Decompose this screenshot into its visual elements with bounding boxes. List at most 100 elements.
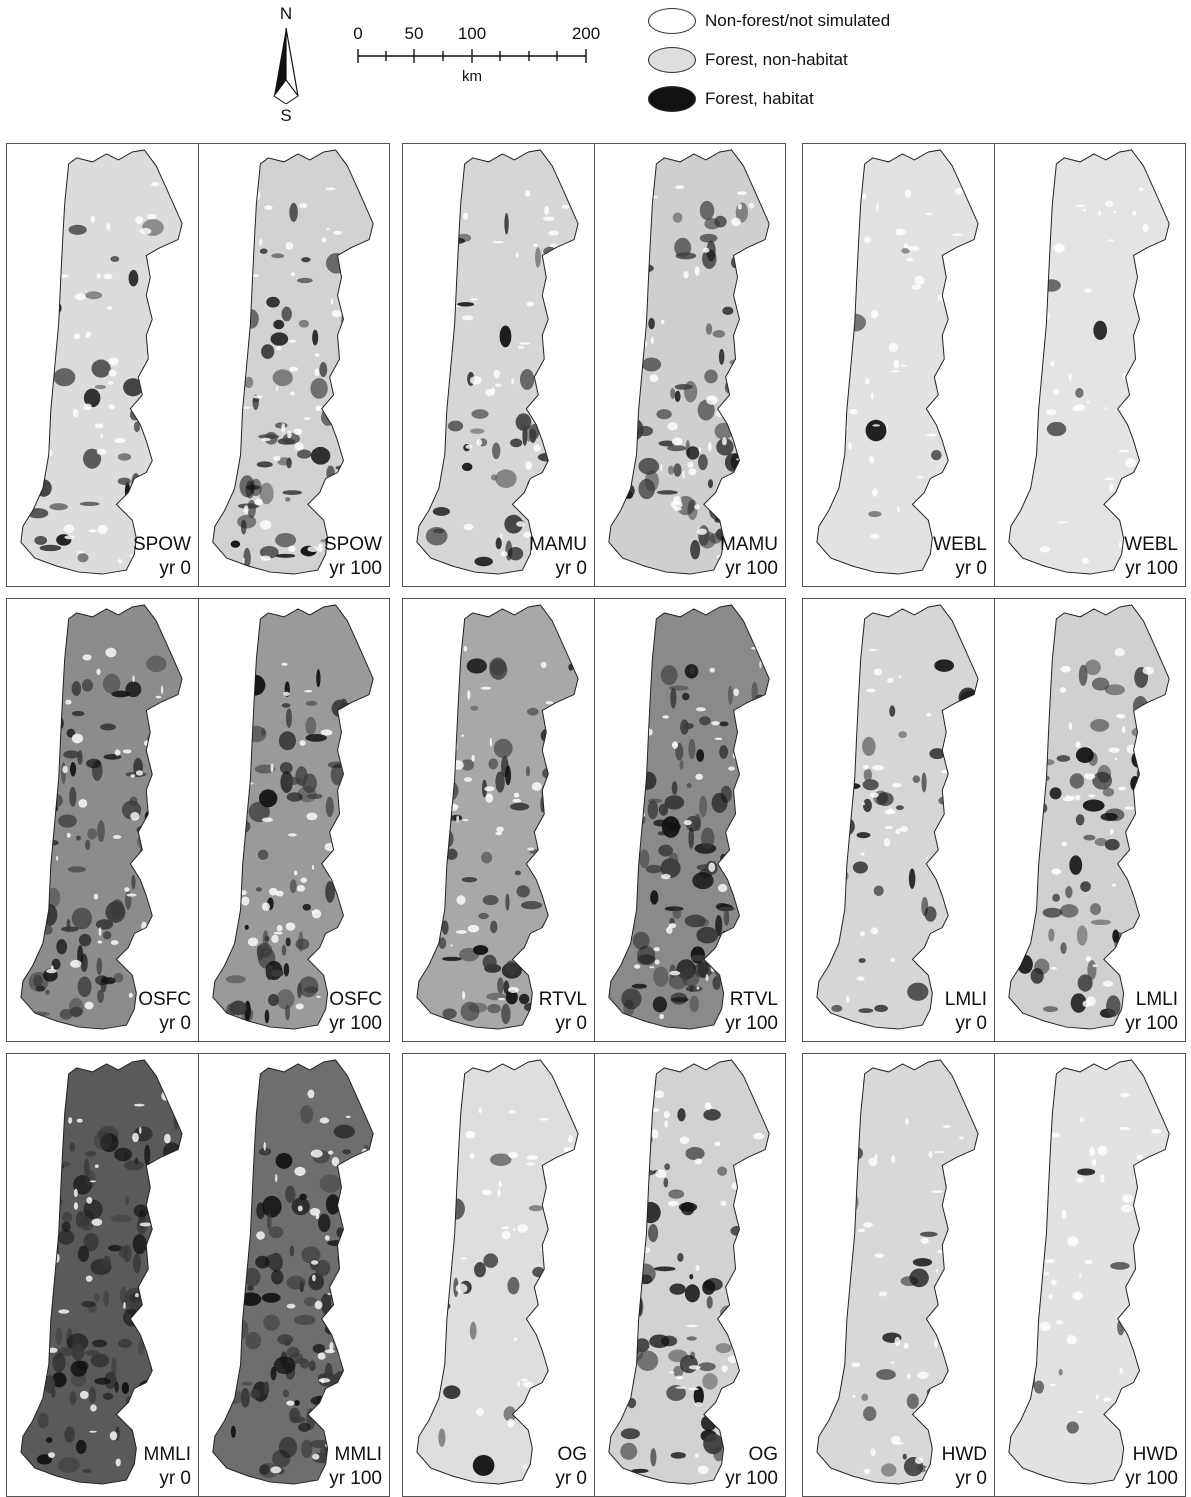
coastline-outline: [816, 1059, 979, 1485]
map-panel-group: RTVL yr 0 RTVL yr 100: [402, 598, 786, 1042]
species-code: WEBL: [933, 534, 987, 555]
coastline-outline: [608, 149, 770, 575]
year-label: yr 0: [159, 1013, 191, 1034]
map-panel: MAMU yr 100: [594, 144, 785, 586]
map-panel: OSFC yr 0: [7, 599, 198, 1041]
habitat-map: [212, 149, 374, 575]
species-code: RTVL: [729, 989, 778, 1010]
species-code: MMLI: [334, 1444, 383, 1465]
habitat-map: [816, 1059, 979, 1485]
panel-label: LMLI yr 0: [945, 988, 987, 1036]
legend-swatch: [648, 47, 696, 73]
coastline-outline: [816, 604, 979, 1030]
habitat-map: [20, 1059, 183, 1485]
legend-item-non-forest: Non-forest/not simulated: [648, 6, 890, 36]
coastline-outline: [416, 1059, 579, 1485]
map-panel-group: WEBL yr 0 WEBL yr 100: [802, 143, 1186, 587]
year-label: yr 100: [1125, 558, 1178, 579]
habitat-map: [20, 149, 183, 575]
scale-tick-label: 50: [404, 24, 424, 43]
map-panel-group: LMLI yr 0 LMLI yr 100: [802, 598, 1186, 1042]
panel-label: RTVL yr 0: [539, 988, 587, 1036]
year-label: yr 0: [555, 1013, 587, 1034]
species-code: OSFC: [329, 989, 382, 1010]
map-panel: RTVL yr 0: [403, 599, 594, 1041]
legend-swatch: [648, 8, 696, 34]
map-panel: LMLI yr 0: [803, 599, 994, 1041]
species-code: LMLI: [944, 989, 987, 1010]
panel-label: RTVL yr 100: [725, 988, 778, 1036]
species-code: LMLI: [1135, 989, 1178, 1010]
scale-bar-ruler: [357, 49, 587, 63]
species-code: MAMU: [528, 534, 587, 555]
year-label: yr 0: [955, 558, 987, 579]
coastline-outline: [608, 604, 770, 1030]
species-code: OG: [748, 1444, 778, 1465]
map-panel: LMLI yr 100: [994, 599, 1185, 1041]
year-label: yr 100: [1125, 1013, 1178, 1034]
map-panel: MAMU yr 0: [403, 144, 594, 586]
legend-item-forest-non-habitat: Forest, non-habitat: [648, 45, 848, 75]
habitat-map: [608, 604, 770, 1030]
panel-label: OSFC yr 0: [138, 988, 191, 1036]
legend-label: Forest, habitat: [705, 89, 814, 108]
habitat-map: [1008, 1059, 1170, 1485]
species-code: SPOW: [323, 534, 382, 555]
map-panel: WEBL yr 0: [803, 144, 994, 586]
habitat-map: [416, 604, 579, 1030]
species-code: HWD: [941, 1444, 987, 1465]
habitat-map: [212, 604, 374, 1030]
scale-tick-label: 100: [457, 24, 487, 43]
habitat-map: [212, 1059, 374, 1485]
year-label: yr 100: [329, 558, 382, 579]
panel-label: SPOW yr 0: [133, 533, 191, 581]
habitat-map: [416, 1059, 579, 1485]
map-panel-group: SPOW yr 0 SPOW yr 100: [6, 143, 390, 587]
year-label: yr 0: [555, 558, 587, 579]
legend-swatch: [648, 86, 696, 112]
coastline-outline: [212, 604, 374, 1030]
map-panel: OSFC yr 100: [198, 599, 389, 1041]
map-panel: RTVL yr 100: [594, 599, 785, 1041]
panel-label: HWD yr 100: [1125, 1443, 1178, 1491]
map-panel: OG yr 0: [403, 1054, 594, 1496]
map-panel: HWD yr 100: [994, 1054, 1185, 1496]
species-code: RTVL: [538, 989, 587, 1010]
scale-tick-label: 0: [353, 24, 363, 43]
scale-unit: km: [462, 68, 482, 85]
panel-label: LMLI yr 100: [1125, 988, 1178, 1036]
year-label: yr 0: [159, 558, 191, 579]
map-panel-group: MMLI yr 0 MMLI yr 100: [6, 1053, 390, 1497]
panel-label: OG yr 100: [725, 1443, 778, 1491]
species-code: WEBL: [1124, 534, 1178, 555]
habitat-map: [20, 604, 183, 1030]
year-label: yr 0: [955, 1468, 987, 1489]
habitat-map: [1008, 149, 1170, 575]
north-arrow-icon: [273, 27, 299, 104]
year-label: yr 100: [725, 1468, 778, 1489]
legend-label: Non-forest/not simulated: [705, 11, 891, 30]
year-label: yr 100: [725, 558, 778, 579]
map-panel: MMLI yr 0: [7, 1054, 198, 1496]
coastline-outline: [1008, 149, 1170, 575]
panel-label: MAMU yr 100: [720, 533, 778, 581]
scale-bar: 0 50 100 200 km: [348, 20, 608, 90]
map-header: N S 0 50 100 200 km Non-forest/not si: [0, 0, 1191, 140]
coastline-outline: [20, 1059, 183, 1485]
panel-label: MAMU yr 0: [529, 533, 587, 581]
legend-label: Forest, non-habitat: [705, 50, 848, 69]
species-code: HWD: [1132, 1444, 1178, 1465]
map-panel-group: HWD yr 0 HWD yr 100: [802, 1053, 1186, 1497]
map-panel: MMLI yr 100: [198, 1054, 389, 1496]
map-panel: WEBL yr 100: [994, 144, 1185, 586]
year-label: yr 0: [159, 1468, 191, 1489]
habitat-map: [816, 149, 979, 575]
coastline-outline: [816, 149, 979, 575]
map-panel-group: OG yr 0 OG yr 100: [402, 1053, 786, 1497]
species-code: OG: [557, 1444, 587, 1465]
panel-label: OSFC yr 100: [329, 988, 382, 1036]
habitat-map: [816, 604, 979, 1030]
map-panel-group: OSFC yr 0 OSFC yr 100: [6, 598, 390, 1042]
coastline-outline: [1008, 1059, 1170, 1485]
coastline-outline: [20, 604, 183, 1030]
